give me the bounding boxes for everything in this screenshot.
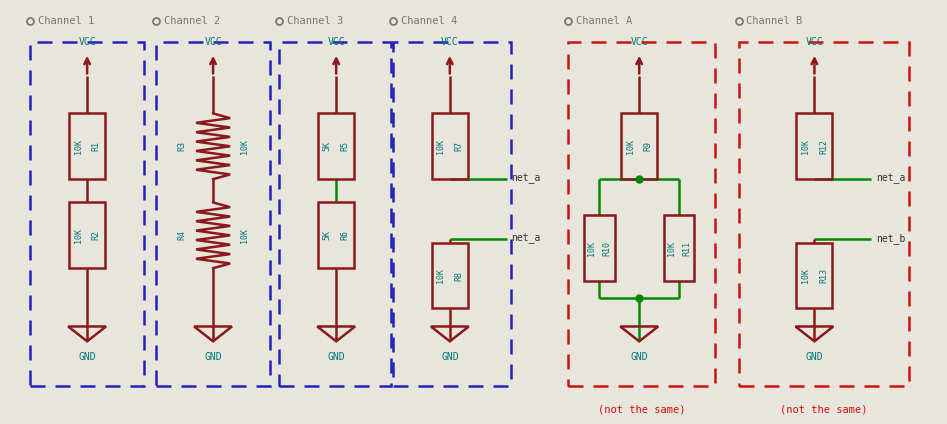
Bar (69, 203, 105, 268)
Text: Channel 3: Channel 3 (287, 16, 343, 26)
Bar (621, 113, 657, 179)
Text: Channel 2: Channel 2 (164, 16, 220, 26)
Text: VCC: VCC (205, 37, 222, 47)
Text: Channel 4: Channel 4 (401, 16, 456, 26)
Text: R11: R11 (682, 240, 691, 256)
Text: 10K: 10K (74, 228, 82, 243)
Text: R3: R3 (177, 141, 187, 151)
Text: 10K: 10K (240, 228, 249, 243)
Text: R2: R2 (92, 230, 100, 240)
Bar (432, 243, 468, 309)
Bar (393, 42, 511, 386)
Text: (not the same): (not the same) (598, 404, 686, 414)
Text: R7: R7 (455, 141, 463, 151)
Text: Channel B: Channel B (746, 16, 802, 26)
Text: R12: R12 (819, 139, 828, 154)
Text: R9: R9 (644, 141, 652, 151)
Text: net_a: net_a (511, 233, 541, 244)
Bar (69, 113, 105, 179)
Text: 10K: 10K (801, 139, 810, 154)
Bar (279, 42, 391, 386)
Text: Channel 1: Channel 1 (38, 16, 94, 26)
Bar (739, 42, 909, 386)
Text: GND: GND (328, 352, 345, 362)
Bar (30, 42, 144, 386)
Text: R8: R8 (455, 271, 463, 281)
Bar (318, 203, 354, 268)
Text: GND: GND (806, 352, 823, 362)
Text: GND: GND (441, 352, 458, 362)
Text: GND: GND (79, 352, 96, 362)
Text: 10K: 10K (437, 268, 445, 283)
Text: VCC: VCC (328, 37, 345, 47)
Text: 10K: 10K (74, 139, 82, 154)
Bar (568, 42, 715, 386)
Text: net_a: net_a (876, 174, 905, 184)
Text: 10K: 10K (437, 139, 445, 154)
Text: 10K: 10K (667, 240, 676, 256)
Bar (796, 243, 832, 309)
Text: 10K: 10K (587, 240, 597, 256)
Text: R10: R10 (602, 240, 612, 256)
Bar (432, 113, 468, 179)
Text: VCC: VCC (79, 37, 96, 47)
Text: 5K: 5K (323, 230, 331, 240)
Text: GND: GND (205, 352, 222, 362)
Text: VCC: VCC (441, 37, 458, 47)
Text: 10K: 10K (626, 139, 634, 154)
Bar (156, 42, 270, 386)
Text: (not the same): (not the same) (780, 404, 867, 414)
Text: R5: R5 (341, 141, 349, 151)
Text: R1: R1 (92, 141, 100, 151)
Text: VCC: VCC (631, 37, 648, 47)
Text: R6: R6 (341, 230, 349, 240)
Bar (796, 113, 832, 179)
Text: 10K: 10K (801, 268, 810, 283)
Text: VCC: VCC (806, 37, 823, 47)
Bar (318, 113, 354, 179)
Text: 10K: 10K (240, 139, 249, 154)
Text: net_a: net_a (511, 174, 541, 184)
Text: R13: R13 (819, 268, 828, 283)
Text: 5K: 5K (323, 141, 331, 151)
Text: GND: GND (631, 352, 648, 362)
Text: Channel A: Channel A (576, 16, 632, 26)
Text: net_b: net_b (876, 233, 905, 244)
Text: R4: R4 (177, 230, 187, 240)
Bar (584, 215, 615, 281)
Bar (664, 215, 694, 281)
